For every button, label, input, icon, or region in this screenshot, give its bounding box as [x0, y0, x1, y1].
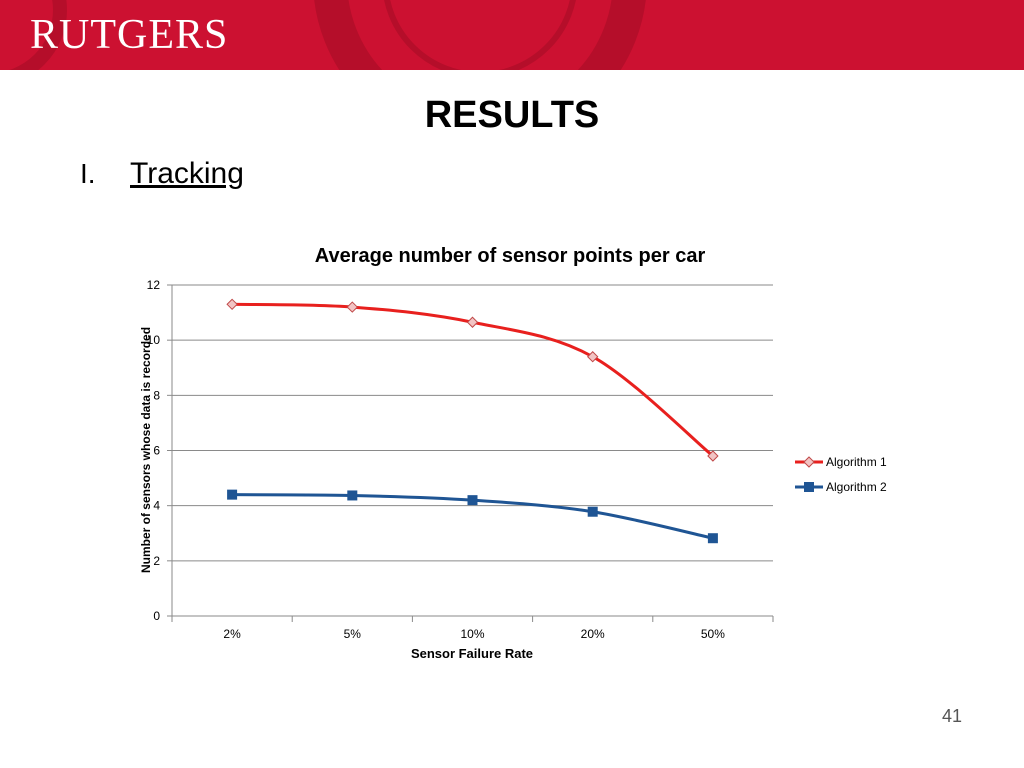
data-point — [466, 316, 479, 328]
data-point — [227, 489, 238, 500]
x-tick-label: 2% — [223, 627, 241, 641]
y-tick-label: 6 — [153, 444, 160, 458]
legend-label: Algorithm 2 — [826, 480, 887, 494]
slide-title: RESULTS — [424, 94, 600, 136]
slide-number: 41 — [941, 706, 962, 726]
y-tick-label: 2 — [153, 554, 160, 568]
rutgers-logo: RUTGERS — [30, 12, 229, 58]
seal-watermark — [9, 0, 646, 70]
chart-title: Average number of sensor points per car — [315, 245, 706, 267]
x-tick-label: 20% — [581, 627, 605, 641]
data-point — [226, 298, 238, 311]
y-tick-label: 4 — [153, 499, 160, 513]
x-tick-label: 10% — [460, 627, 484, 641]
data-point — [467, 495, 478, 506]
x-tick-label: 50% — [701, 627, 725, 641]
y-tick-label: 8 — [153, 388, 160, 402]
data-point — [346, 301, 359, 313]
outline-heading: Tracking — [130, 157, 244, 190]
outline-number: I. — [80, 158, 96, 189]
header-banner: RUTGERS — [0, 0, 1024, 70]
y-axis-title: Number of sensors whose data is recorded — [139, 327, 153, 573]
x-tick-label: 5% — [344, 627, 362, 641]
legend-marker — [803, 456, 815, 468]
data-point — [586, 351, 599, 363]
data-point — [707, 450, 719, 462]
x-axis-title: Sensor Failure Rate — [411, 646, 533, 661]
data-point — [707, 533, 718, 544]
y-tick-label: 12 — [147, 278, 161, 292]
y-tick-label: 0 — [153, 609, 160, 623]
data-point — [347, 490, 358, 501]
legend-marker — [804, 482, 814, 492]
legend-label: Algorithm 1 — [826, 455, 887, 469]
y-tick-label: 10 — [147, 333, 161, 347]
data-point — [587, 506, 598, 517]
